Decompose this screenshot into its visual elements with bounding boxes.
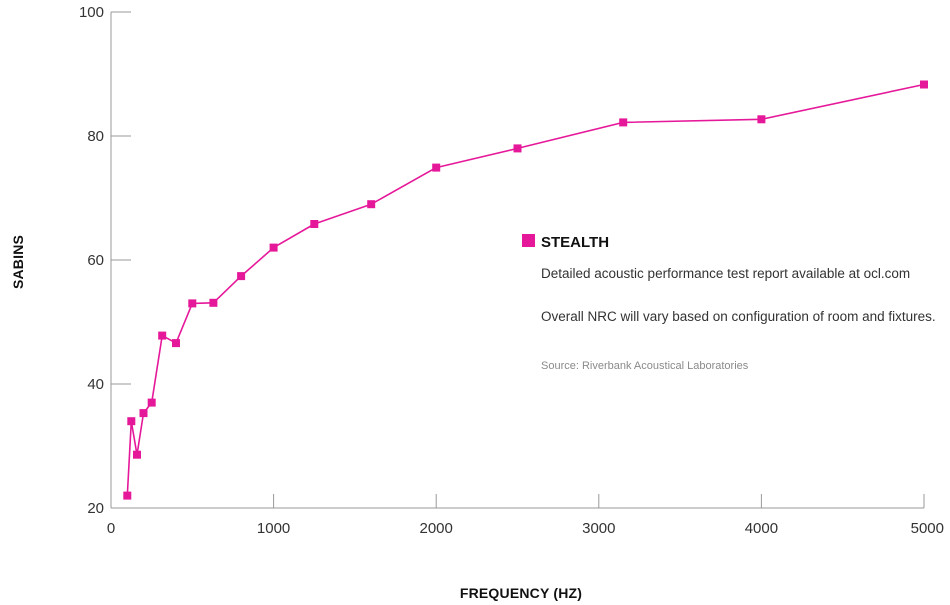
x-tick-labels: 0 1000 2000 3000 4000 5000 <box>107 494 944 537</box>
series-line <box>126 83 925 496</box>
data-point <box>367 200 376 209</box>
data-point <box>133 450 141 459</box>
y-tick-label: 80 <box>87 128 104 145</box>
x-tick-label: 5000 <box>911 520 944 537</box>
y-tick-label: 100 <box>79 4 104 21</box>
data-point <box>209 298 218 307</box>
data-point <box>513 144 522 153</box>
y-tick-label: 20 <box>87 500 104 517</box>
data-point <box>310 220 319 228</box>
x-axis-title: FREQUENCY (HZ) <box>460 585 582 601</box>
x-tick-label: 3000 <box>582 520 615 537</box>
y-axis-title: SABINS <box>10 235 26 289</box>
legend: STEALTH <box>522 234 609 251</box>
x-tick-label: 2000 <box>420 520 453 537</box>
y-tick-labels: 20 40 60 80 100 <box>79 4 131 517</box>
data-point <box>172 339 180 348</box>
y-tick-label: 60 <box>87 252 104 269</box>
legend-label: STEALTH <box>541 234 609 251</box>
data-point <box>127 417 136 426</box>
annotation-nrc: Overall NRC will vary based on configura… <box>541 309 936 324</box>
data-point <box>757 115 766 124</box>
data-point <box>158 331 167 340</box>
data-point <box>237 272 246 281</box>
data-point <box>188 299 197 308</box>
annotation-report: Detailed acoustic performance test repor… <box>541 266 910 281</box>
x-tick-label: 4000 <box>745 520 778 537</box>
source-note: Source: Riverbank Acoustical Laboratorie… <box>541 360 749 372</box>
y-tick-label: 40 <box>87 376 104 393</box>
data-point <box>269 243 278 252</box>
data-point <box>139 409 148 418</box>
x-tick-label: 0 <box>107 520 115 537</box>
x-tick-label: 1000 <box>257 520 290 537</box>
data-point <box>619 118 628 127</box>
data-point <box>432 163 441 172</box>
legend-swatch <box>522 234 535 247</box>
data-point <box>123 491 132 500</box>
data-point <box>147 398 156 407</box>
data-point <box>920 80 928 89</box>
series-stealth <box>123 80 928 500</box>
axes <box>110 12 924 509</box>
